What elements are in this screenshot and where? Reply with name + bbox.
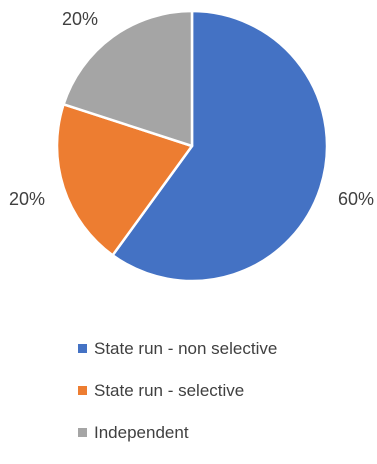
data-label-state-run-selective: 20% xyxy=(9,189,45,209)
pie-slice-state-run-non-selective xyxy=(111,9,329,283)
legend-item-state-run-non-selective: State run - non selective xyxy=(78,338,277,359)
legend-label: Independent xyxy=(94,422,189,442)
pie-slice-independent xyxy=(62,9,194,148)
legend-label: State run - selective xyxy=(94,380,245,400)
legend-label: State run - non selective xyxy=(94,338,278,358)
legend-swatch-state-run-selective xyxy=(78,386,87,395)
legend-item-independent: Independent xyxy=(78,422,277,443)
data-label-independent: 20% xyxy=(62,9,98,29)
pie-chart: 60% 20% 20% xyxy=(9,9,374,283)
legend-swatch-independent xyxy=(78,428,87,437)
pie-slice-state-run-selective xyxy=(55,103,194,257)
legend: State run - non selective State run - se… xyxy=(78,338,277,464)
data-label-state-run-non-selective: 60% xyxy=(338,189,374,209)
legend-item-state-run-selective: State run - selective xyxy=(78,380,277,401)
legend-swatch-state-run-non-selective xyxy=(78,344,87,353)
